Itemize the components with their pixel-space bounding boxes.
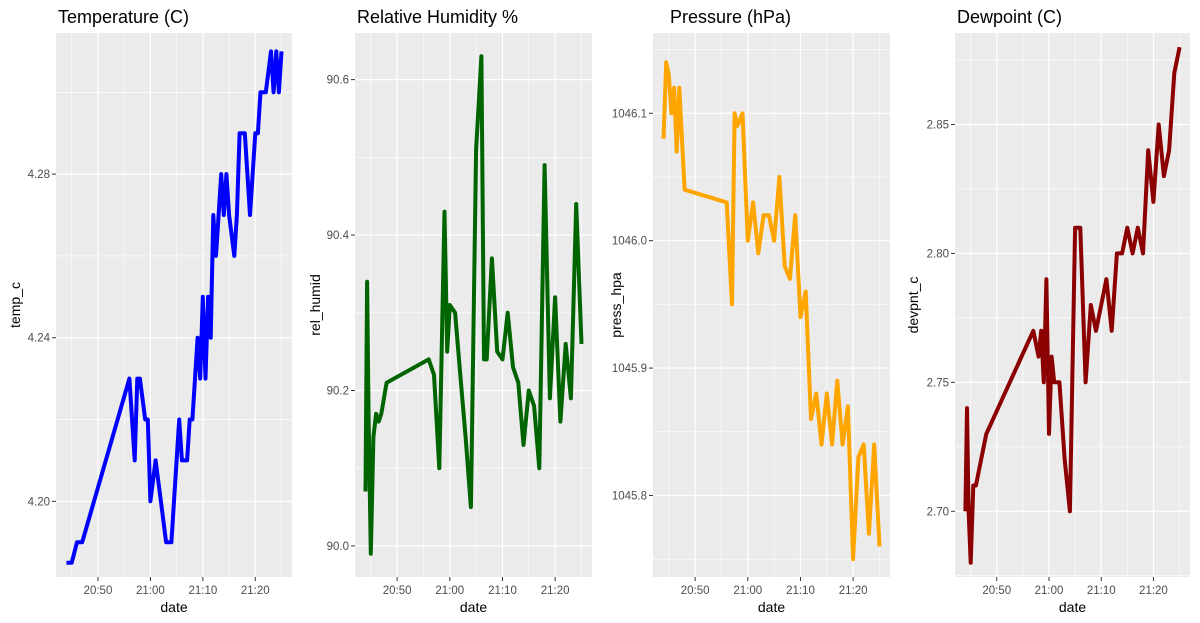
x-tick-label: 21:20 bbox=[839, 585, 868, 597]
panel-2: 20:50 21:00 21:10 21:20 90.0 90.2 90.4 90.6 Rela… bbox=[307, 7, 592, 615]
series-line bbox=[363, 54, 584, 556]
y-tick-label: 4.20 bbox=[28, 496, 50, 508]
x-tick-label: 21:20 bbox=[541, 585, 570, 597]
panel-3: 20:50 21:00 21:10 21:20 1045.8 1045.9 1046.0 10… bbox=[608, 7, 890, 615]
x-axis-label: date bbox=[460, 599, 487, 615]
panel-1: 20:50 21:00 21:10 21:20 4.20 4.24 4.28 Temperat… bbox=[7, 7, 292, 615]
x-tick-label: 20:50 bbox=[982, 585, 1011, 597]
panel-4: 20:50 21:00 21:10 21:20 2.70 2.75 2.80 2.85 Dewp… bbox=[905, 7, 1190, 615]
x-tick-label: 21:10 bbox=[488, 585, 517, 597]
y-axis-label: press_hpa bbox=[608, 272, 624, 338]
y-axis-label: rel_humid bbox=[307, 274, 323, 335]
chart-title: Relative Humidity % bbox=[357, 7, 518, 27]
x-tick-label: 21:00 bbox=[733, 585, 762, 597]
x-tick-label: 21:10 bbox=[1087, 585, 1116, 597]
x-tick-label: 21:00 bbox=[1035, 585, 1064, 597]
x-axis-label: date bbox=[758, 599, 785, 615]
series-line bbox=[66, 49, 284, 565]
series-line bbox=[661, 60, 882, 562]
y-tick-label: 90.4 bbox=[327, 230, 350, 242]
y-tick-label: 1046.0 bbox=[612, 236, 647, 248]
x-tick-label: 21:00 bbox=[136, 585, 165, 597]
y-tick-label: 90.0 bbox=[327, 541, 349, 553]
x-axis-label: date bbox=[160, 599, 187, 615]
y-tick-label: 1045.8 bbox=[612, 490, 647, 502]
y-tick-label: 1046.1 bbox=[612, 108, 647, 120]
y-tick-label: 2.70 bbox=[927, 506, 949, 518]
chart-title: Dewpoint (C) bbox=[957, 7, 1062, 27]
y-axis-label: temp_c bbox=[7, 282, 23, 328]
y-tick-label: 2.80 bbox=[927, 248, 949, 260]
y-tick-label: 2.85 bbox=[927, 120, 949, 132]
y-axis-label: devpnt_c bbox=[905, 277, 921, 334]
x-tick-label: 20:50 bbox=[84, 585, 113, 597]
y-tick-label: 1045.9 bbox=[612, 363, 647, 375]
x-tick-label: 20:50 bbox=[383, 585, 412, 597]
y-tick-label: 4.24 bbox=[28, 333, 51, 345]
x-tick-label: 21:20 bbox=[241, 585, 270, 597]
x-axis-label: date bbox=[1059, 599, 1086, 615]
y-tick-label: 2.75 bbox=[927, 377, 949, 389]
y-tick-label: 4.28 bbox=[28, 169, 50, 181]
x-tick-label: 21:10 bbox=[188, 585, 217, 597]
y-tick-label: 90.6 bbox=[327, 75, 349, 87]
x-tick-label: 20:50 bbox=[681, 585, 710, 597]
chart-title: Pressure (hPa) bbox=[670, 7, 791, 27]
chart-title: Temperature (C) bbox=[58, 7, 189, 27]
x-tick-label: 21:00 bbox=[435, 585, 464, 597]
y-tick-label: 90.2 bbox=[327, 385, 349, 397]
x-tick-label: 21:10 bbox=[786, 585, 815, 597]
series-line bbox=[963, 46, 1182, 565]
x-tick-label: 21:20 bbox=[1139, 585, 1168, 597]
